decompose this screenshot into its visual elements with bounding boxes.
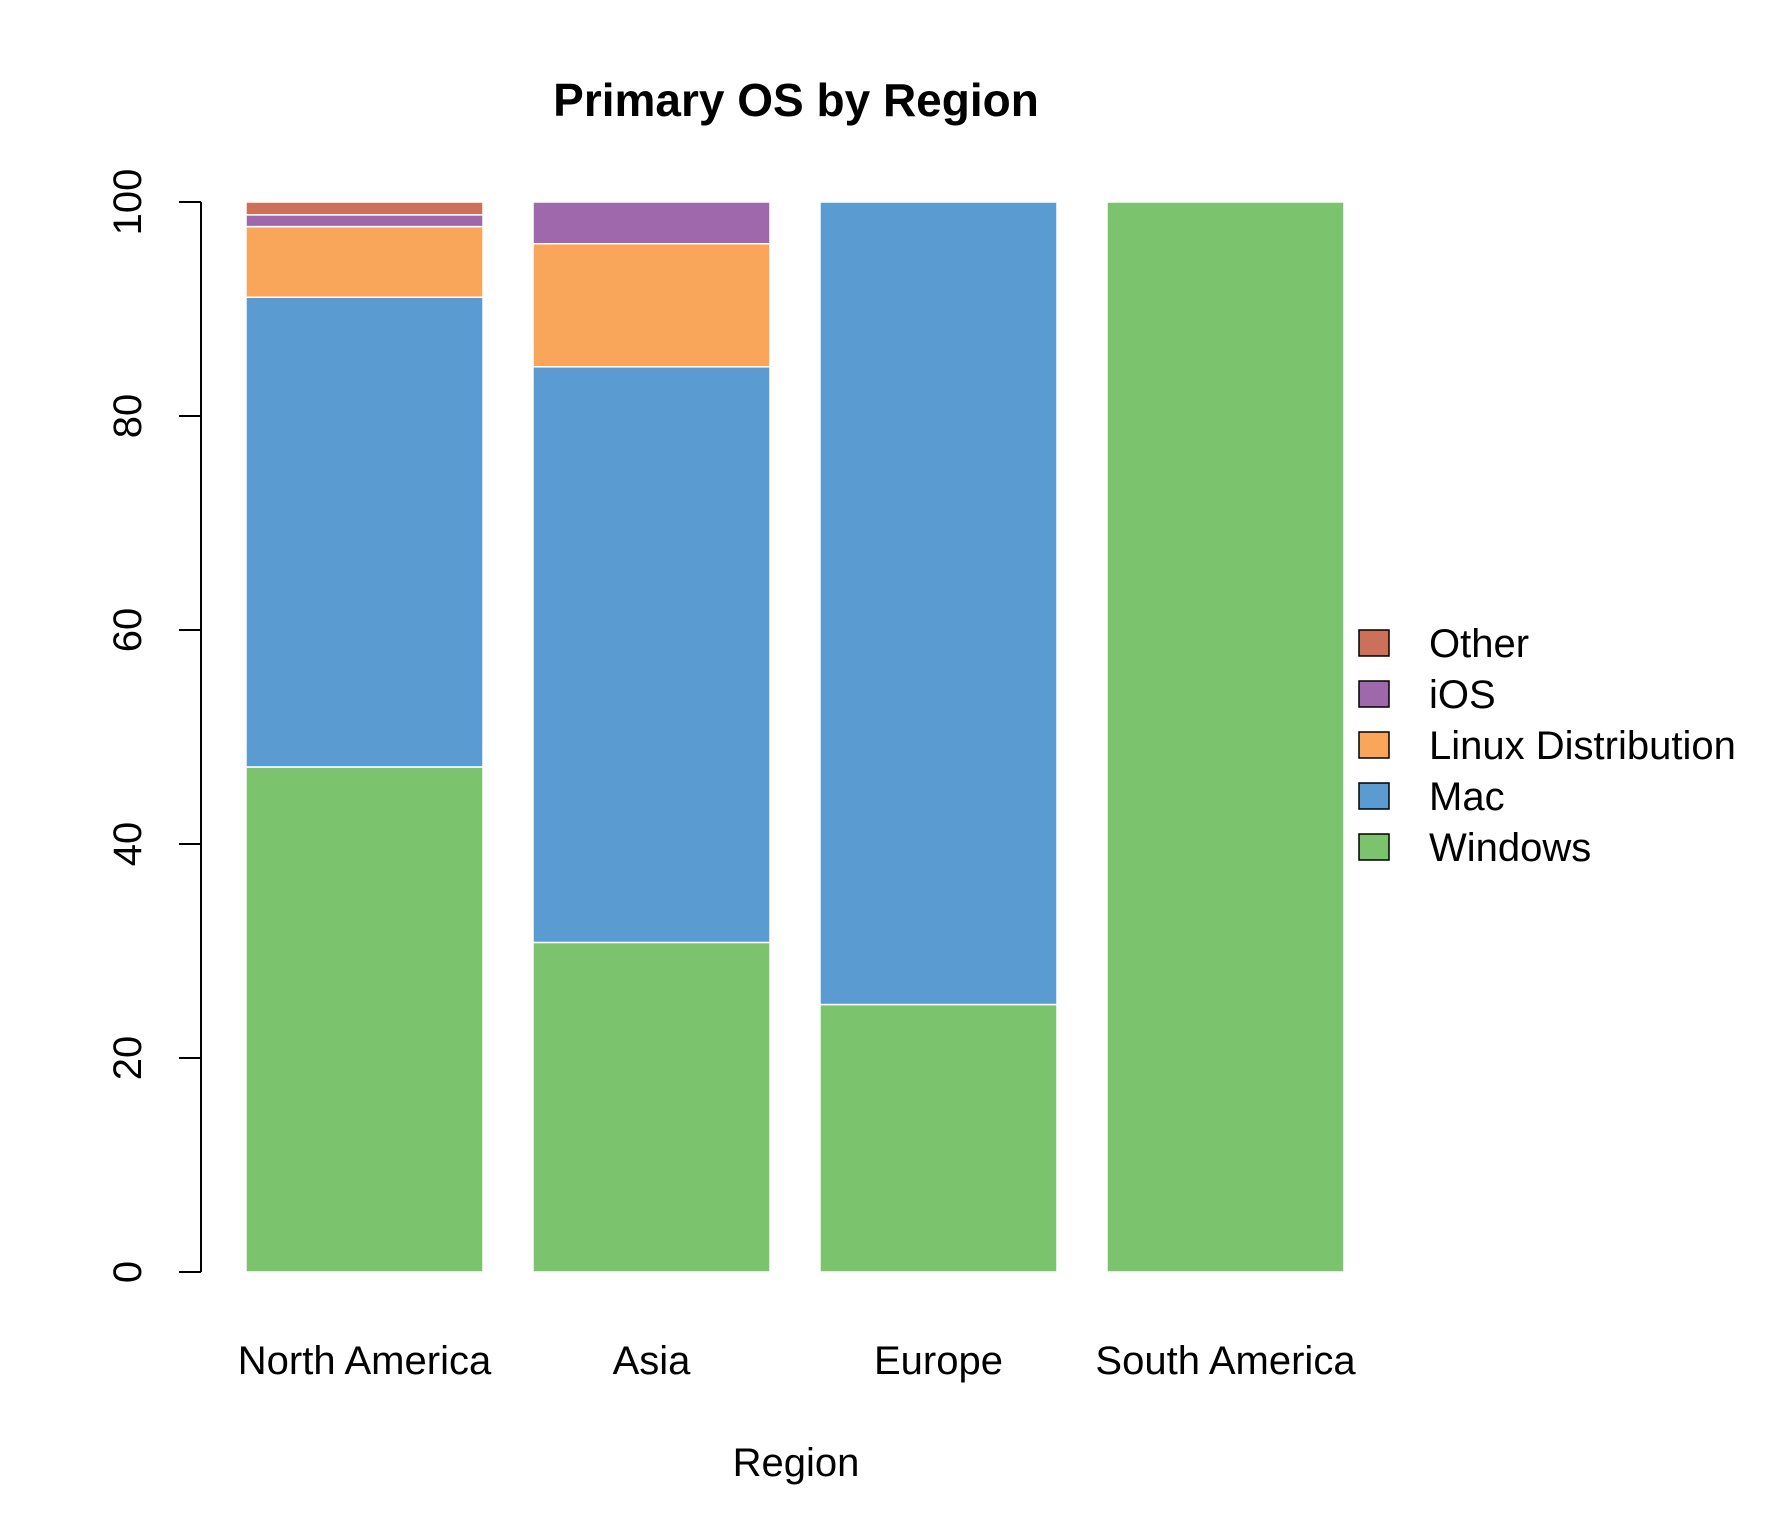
bar-europe-windows [819,1003,1058,1273]
legend-label: Linux Distribution [1429,724,1736,768]
bar-north-america-windows [245,766,484,1273]
y-tick-label: 20 [106,1036,150,1081]
bar-north-america-mac [245,296,484,768]
legend: Other iOS Linux Distribution Mac Windows [1358,622,1736,870]
y-tick-label: 0 [106,1261,150,1283]
legend-label: Mac [1429,775,1505,819]
legend-item-mac: Mac [1358,775,1505,819]
x-tick-label: South America [1095,1339,1356,1383]
legend-label: iOS [1429,673,1496,717]
bar-asia-ios [532,201,771,245]
legend-label: Other [1429,622,1529,666]
legend-swatch [1358,833,1390,861]
y-axis: 0 20 40 60 80 100 [106,169,202,1283]
legend-swatch [1358,629,1390,657]
y-tick-label: 40 [106,822,150,867]
bar-asia-windows [532,941,771,1273]
bar-stack-south-america [1106,201,1345,1273]
legend-swatch [1358,680,1390,708]
chart-title: Primary OS by Region [553,74,1039,126]
bar-stack-europe [819,201,1058,1273]
x-axis-label: Region [733,1441,860,1485]
bar-north-america-linux-distribution [245,225,484,298]
legend-item-ios: iOS [1358,673,1496,717]
legend-swatch [1358,782,1390,810]
legend-swatch [1358,731,1390,759]
legend-item-windows: Windows [1358,826,1591,870]
legend-label: Windows [1429,826,1591,870]
x-tick-label: North America [238,1339,492,1383]
bar-asia-mac [532,366,771,944]
y-tick-label: 80 [106,394,150,439]
bar-asia-linux-distribution [532,242,771,368]
x-tick-label: Asia [613,1339,692,1383]
legend-item-linux-distribution: Linux Distribution [1358,724,1736,768]
plot-area [245,201,1345,1273]
bar-stack-north-america [245,201,484,1273]
y-tick-label: 100 [106,169,150,236]
bar-south-america-windows [1106,201,1345,1273]
x-axis: North America Asia Europe South America [238,1339,1357,1383]
y-tick-label: 60 [106,608,150,653]
x-tick-label: Europe [874,1339,1003,1383]
bar-stack-asia [532,201,771,1273]
bar-north-america-ios [245,214,484,228]
legend-item-other: Other [1358,622,1529,666]
bar-europe-mac [819,201,1058,1006]
bar-north-america-other [245,201,484,216]
